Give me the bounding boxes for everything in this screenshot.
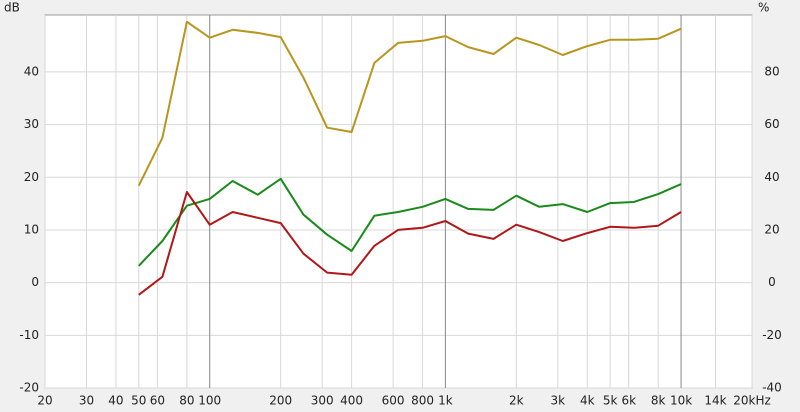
- x-tick-label: 6k: [621, 394, 636, 408]
- x-tick-label: 1k: [438, 394, 453, 408]
- y2-tick-label: -40: [762, 381, 782, 395]
- y-tick-label: 20: [24, 170, 39, 184]
- y-tick-label: 0: [31, 275, 39, 289]
- series-line: [137, 20, 682, 187]
- x-tick-label: 600: [382, 394, 405, 408]
- y-tick-label: -10: [19, 328, 39, 342]
- y-tick-label: 40: [24, 64, 39, 78]
- y-tick-label: 10: [24, 222, 39, 236]
- plot-area: [44, 14, 753, 389]
- x-tick-label: 30: [79, 394, 94, 408]
- x-tick-label: 20kHz: [733, 394, 771, 408]
- y-tick-label: 30: [24, 117, 39, 131]
- x-tick-label: 40: [108, 394, 123, 408]
- x-tick-label: 200: [269, 394, 292, 408]
- x-tick-label: 80: [179, 394, 194, 408]
- series-line: [138, 191, 682, 296]
- x-tick-label: 3k: [551, 394, 566, 408]
- series-line: [138, 177, 682, 267]
- y-tick-label: -20: [19, 381, 39, 395]
- x-tick-label: 300: [311, 394, 334, 408]
- x-tick-label: 20: [37, 394, 52, 408]
- y2-tick-label: 20: [764, 222, 779, 236]
- x-tick-label: 4k: [580, 394, 595, 408]
- x-tick-label: 60: [150, 394, 165, 408]
- y2-tick-label: 60: [764, 117, 779, 131]
- x-tick-label: 100: [198, 394, 221, 408]
- x-tick-label: 8k: [651, 394, 666, 408]
- y2-axis-label: %: [758, 1, 769, 15]
- y2-tick-label: 80: [764, 64, 779, 78]
- x-tick-label: 10k: [670, 394, 692, 408]
- y2-tick-label: 0: [768, 275, 776, 289]
- y2-tick-label: 40: [764, 170, 779, 184]
- x-tick-label: 400: [340, 394, 363, 408]
- x-tick-label: 800: [411, 394, 434, 408]
- x-tick-label: 14k: [704, 394, 726, 408]
- x-tick-label: 2k: [509, 394, 524, 408]
- y2-tick-label: -20: [762, 328, 782, 342]
- y-axis-label: dB: [4, 1, 20, 15]
- x-tick-label: 50: [131, 394, 146, 408]
- x-tick-label: 5k: [603, 394, 618, 408]
